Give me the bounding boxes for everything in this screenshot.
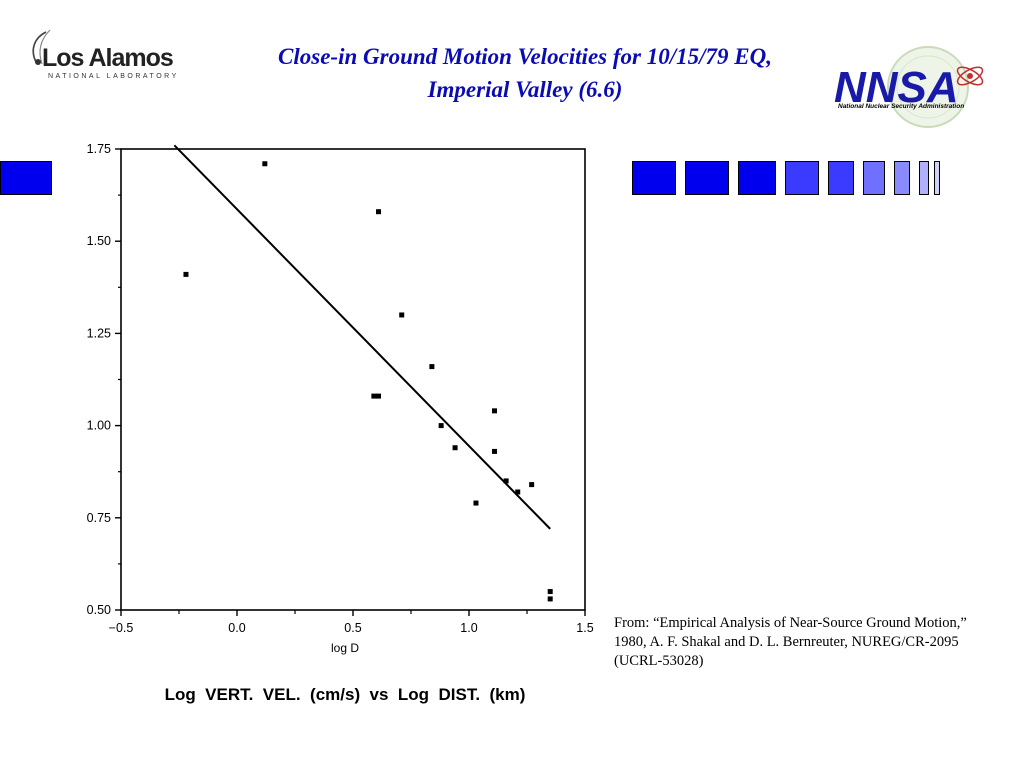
decor-block (828, 161, 854, 195)
chart-caption: Log VERT. VEL. (cm/s) vs Log DIST. (km) (165, 685, 526, 704)
data-point (547, 589, 553, 595)
los-alamos-wordmark: Los Alamos (42, 44, 174, 72)
los-alamos-logo: Los Alamos NATIONAL LABORATORY (24, 26, 184, 86)
decor-block (785, 161, 819, 195)
data-point (438, 423, 444, 429)
x-tick-label: 0.0 (228, 621, 245, 635)
decor-block (934, 161, 940, 195)
data-point (399, 312, 405, 318)
chart-axes (120, 148, 586, 611)
y-tick-label: 0.50 (87, 603, 111, 617)
data-point (492, 448, 498, 454)
data-point (515, 489, 521, 495)
regression-line (173, 144, 551, 530)
plot-frame (120, 148, 586, 611)
data-point (376, 393, 382, 399)
y-tick-label: 0.75 (87, 511, 111, 525)
decor-block-left (0, 161, 52, 195)
data-point (376, 209, 382, 215)
x-tick-label: 1.0 (460, 621, 477, 635)
decor-block (685, 161, 729, 195)
y-tick-label: 1.50 (87, 234, 111, 248)
data-point (492, 408, 498, 414)
x-axis-label: log D (331, 641, 359, 655)
data-point (547, 596, 553, 602)
title-line-1: Close-in Ground Motion Velocities for 10… (278, 44, 772, 69)
nnsa-atom-icon (956, 66, 984, 86)
data-point (503, 478, 509, 484)
decor-block (738, 161, 776, 195)
data-point (262, 161, 268, 167)
nnsa-subtitle: National Nuclear Security Administration (838, 103, 964, 110)
data-point (473, 500, 479, 506)
page-title: Close-in Ground Motion Velocities for 10… (200, 40, 850, 106)
x-tick-label: 1.5 (576, 621, 593, 635)
decor-block (894, 161, 910, 195)
data-point (429, 364, 435, 370)
x-tick-label: −0.5 (109, 621, 134, 635)
y-tick-label: 1.00 (87, 419, 111, 433)
data-point (183, 271, 189, 277)
source-citation: From: “Empirical Analysis of Near-Source… (614, 615, 967, 669)
los-alamos-subtitle: NATIONAL LABORATORY (48, 73, 179, 80)
los-alamos-emblem-icon (32, 29, 51, 65)
x-tick-label: 0.5 (344, 621, 361, 635)
data-point (452, 445, 458, 451)
data-point (529, 482, 535, 488)
decor-block (863, 161, 885, 195)
y-tick-label: 1.25 (87, 326, 111, 340)
nnsa-logo: NNSA National Nuclear Security Administr… (828, 44, 998, 130)
data-point (371, 393, 377, 399)
x-axis-ticks: −0.5 0.0 0.5 1.0 1.5 (109, 610, 594, 635)
nnsa-seal-icon (887, 46, 969, 128)
y-axis-ticks: 0.50 0.75 1.00 1.25 1.50 1.75 (87, 142, 121, 617)
y-tick-label: 1.75 (87, 142, 111, 156)
nnsa-wordmark: NNSA (834, 63, 959, 112)
decor-block (919, 161, 929, 195)
decor-block (632, 161, 676, 195)
chart-series (173, 144, 553, 602)
scatter-chart: 0.50 0.75 1.00 1.25 1.50 1.75 −0.5 0.0 0.5 1.0 1.… (87, 142, 594, 704)
title-line-2: Imperial Valley (6.6) (427, 77, 623, 102)
